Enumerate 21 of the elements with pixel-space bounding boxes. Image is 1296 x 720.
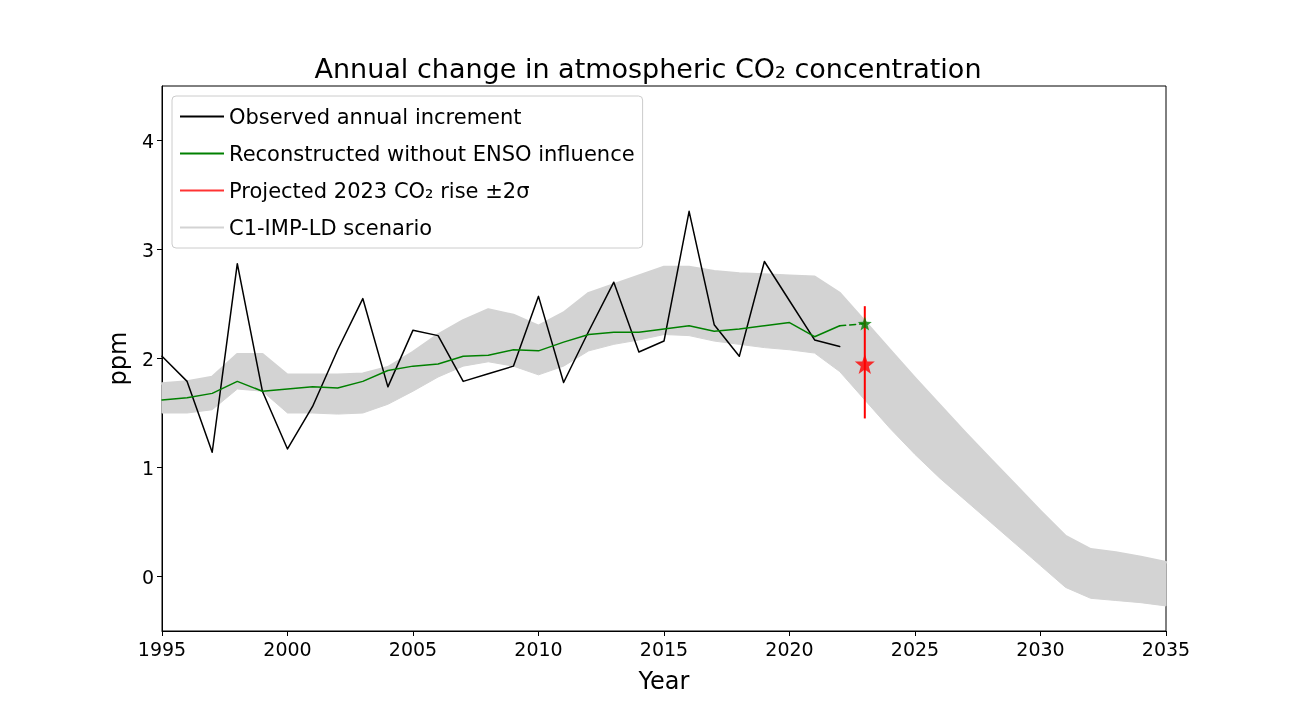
x-axis-title: Year bbox=[637, 667, 690, 695]
x-tick-label: 2030 bbox=[1016, 637, 1065, 660]
x-tick-label: 2010 bbox=[514, 637, 563, 660]
x-tick-label: 1995 bbox=[137, 637, 187, 660]
legend-label: Projected 2023 CO₂ rise ±2σ bbox=[229, 178, 530, 203]
x-tick-label: 2005 bbox=[388, 637, 438, 660]
y-axis-title: ppm bbox=[104, 331, 132, 386]
chart-title: Annual change in atmospheric CO₂ concentration bbox=[314, 53, 982, 84]
y-tick-label: 0 bbox=[141, 565, 154, 588]
y-tick-label: 1 bbox=[141, 456, 154, 479]
y-tick-label: 2 bbox=[141, 347, 154, 370]
x-tick-label: 2035 bbox=[1141, 637, 1191, 660]
legend-label: Reconstructed without ENSO influence bbox=[229, 141, 635, 166]
legend-label: Observed annual increment bbox=[229, 104, 522, 129]
y-tick-label: 3 bbox=[141, 238, 154, 261]
legend-label: C1-IMP-LD scenario bbox=[229, 215, 433, 240]
x-tick-label: 2025 bbox=[890, 637, 940, 660]
y-tick-label: 4 bbox=[141, 129, 154, 152]
x-tick-label: 2015 bbox=[639, 637, 689, 660]
x-tick-label: 2000 bbox=[263, 637, 312, 660]
x-tick-label: 2020 bbox=[765, 637, 814, 660]
